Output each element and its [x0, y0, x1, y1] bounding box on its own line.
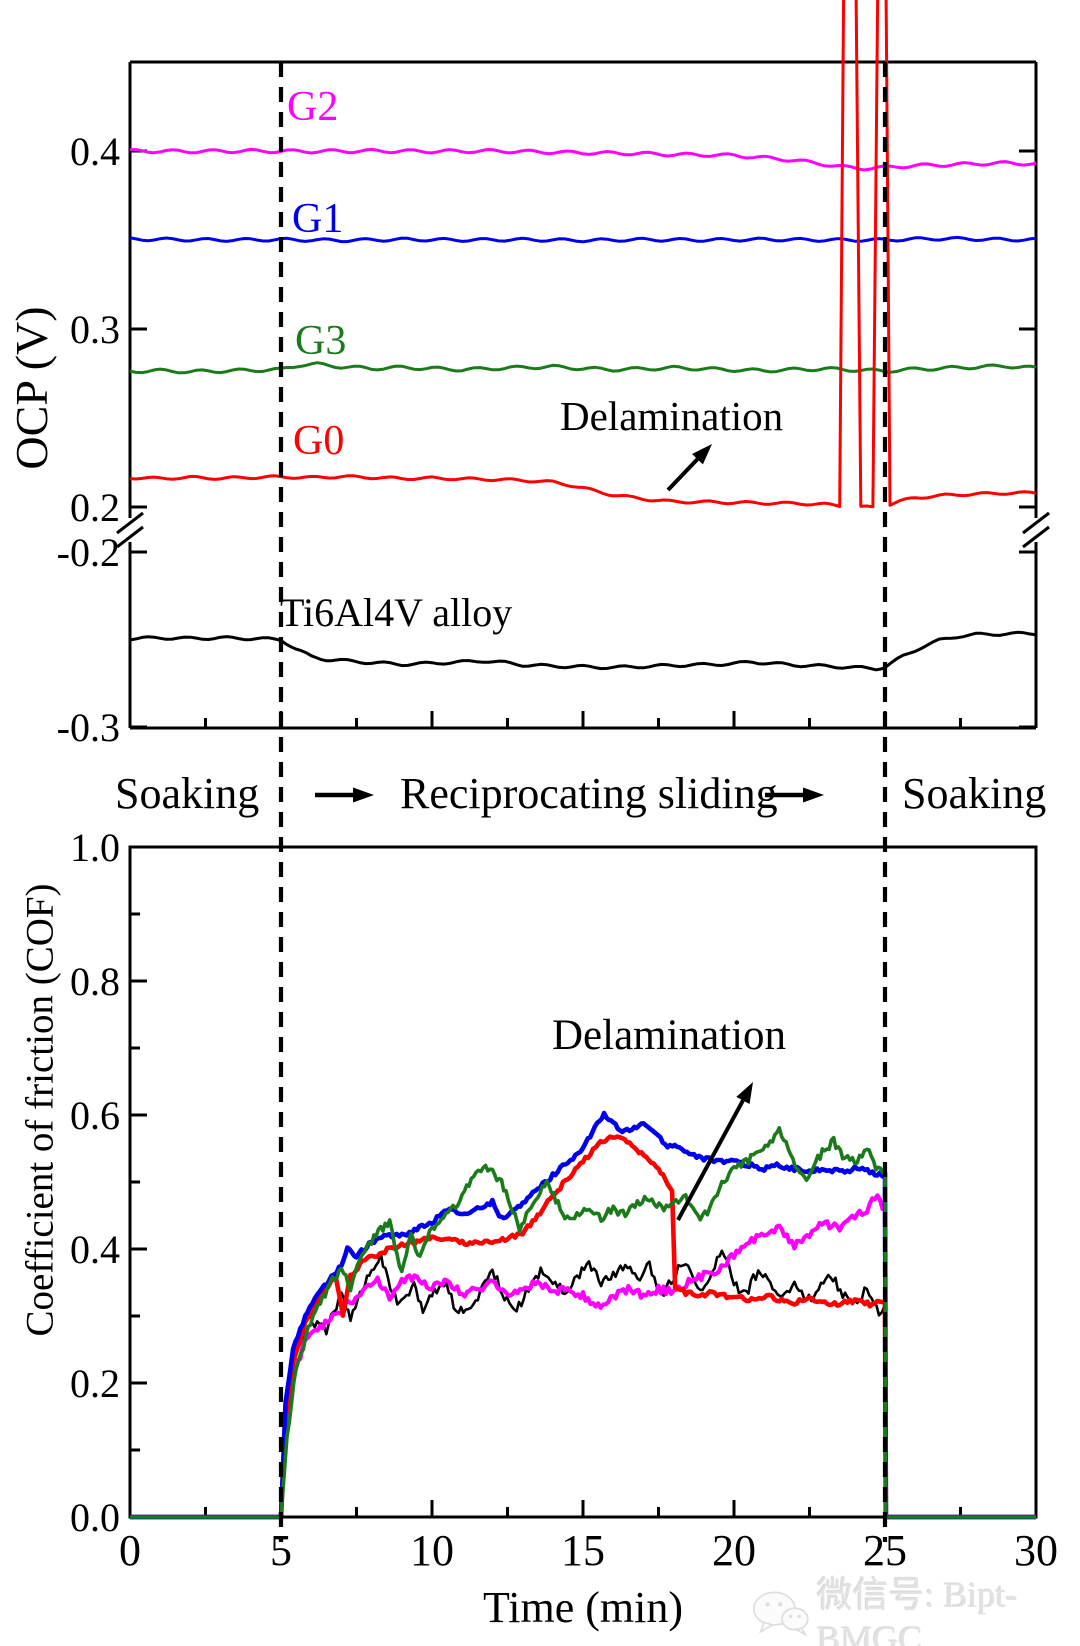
- phase-label-soaking-left: Soaking: [115, 769, 260, 818]
- svg-text:0.4: 0.4: [70, 129, 120, 174]
- svg-text:25: 25: [863, 1526, 907, 1575]
- annotation-delamination-bottom: Delamination: [552, 1012, 787, 1059]
- svg-text:0.2: 0.2: [70, 1361, 120, 1406]
- wechat-icon: [752, 1591, 809, 1637]
- svg-text:30: 30: [1014, 1526, 1058, 1575]
- svg-text:1.0: 1.0: [70, 825, 120, 870]
- svg-text:0.8: 0.8: [70, 959, 120, 1004]
- svg-text:0.4: 0.4: [70, 1227, 120, 1272]
- ocp-y-axis-label: OCP (V): [6, 306, 57, 470]
- time-x-axis-label: Time (min): [482, 1583, 684, 1632]
- svg-text:-0.3: -0.3: [57, 705, 120, 750]
- svg-text:5: 5: [270, 1526, 292, 1575]
- svg-text:0.3: 0.3: [70, 307, 120, 352]
- watermark: 微信号: Bipt-BMGC: [752, 1566, 1080, 1646]
- series-label-g2: G2: [287, 84, 339, 130]
- cof-y-axis-label: Coefficient of friction (COF): [18, 883, 62, 1337]
- series-label-g3: G3: [295, 318, 347, 364]
- watermark-text: 微信号: Bipt-BMGC: [816, 1575, 1018, 1646]
- svg-text:0: 0: [119, 1526, 141, 1575]
- phase-label-reciprocating: Reciprocating sliding: [400, 769, 778, 818]
- svg-text:0.2: 0.2: [70, 485, 120, 530]
- series-label-g1: G1: [292, 196, 344, 242]
- svg-text:0.0: 0.0: [70, 1495, 120, 1540]
- svg-text:10: 10: [410, 1526, 454, 1575]
- series-label-ti6al4v: Ti6Al4V alloy: [280, 590, 513, 635]
- svg-text:20: 20: [712, 1526, 756, 1575]
- svg-text:15: 15: [561, 1526, 605, 1575]
- annotation-delamination-top: Delamination: [560, 393, 784, 439]
- svg-text:0.6: 0.6: [70, 1093, 120, 1138]
- phase-label-soaking-right: Soaking: [902, 769, 1047, 818]
- svg-text:-0.2: -0.2: [57, 530, 120, 575]
- series-label-g0: G0: [293, 418, 345, 464]
